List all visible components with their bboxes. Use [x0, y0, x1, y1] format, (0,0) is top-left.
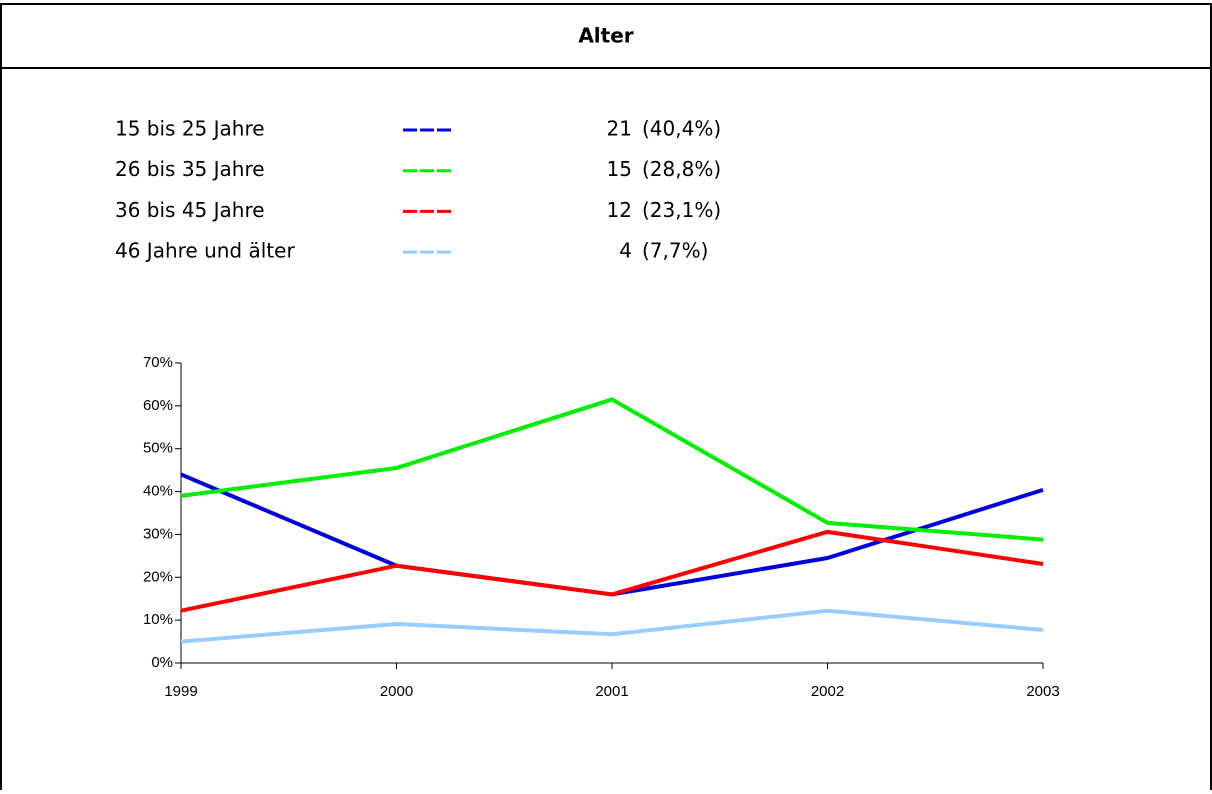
- chart-title: Alter: [578, 24, 633, 48]
- legend-share: (7,7%): [642, 239, 708, 263]
- y-tick-label: 70%: [143, 354, 173, 371]
- legend-share: (28,8%): [642, 157, 721, 181]
- frame: [0, 3, 1212, 794]
- legend-label: 46 Jahre und älter: [115, 239, 295, 263]
- legend-share: (40,4%): [642, 117, 721, 141]
- y-tick-label: 30%: [143, 525, 173, 542]
- y-tick-label: 40%: [143, 483, 173, 500]
- y-tick-label: 0%: [151, 654, 173, 671]
- data-line: [180, 529, 1044, 613]
- x-tick-label: 2000: [380, 683, 413, 700]
- legend-label: 15 bis 25 Jahre: [115, 117, 265, 141]
- x-tick-label: 2001: [595, 683, 628, 700]
- legend-count: 12: [607, 198, 632, 222]
- legend-label: 36 bis 45 Jahre: [115, 198, 265, 222]
- x-tick-label: 1999: [164, 683, 197, 700]
- legend-count: 21: [607, 117, 632, 141]
- y-tick-label: 10%: [143, 611, 173, 628]
- y-tick-label: 60%: [143, 397, 173, 414]
- x-tick-label: 2003: [1026, 683, 1059, 700]
- y-tick-label: 50%: [143, 440, 173, 457]
- y-tick-label: 20%: [143, 568, 173, 585]
- legend-count: 15: [607, 157, 632, 181]
- legend-label: 26 bis 35 Jahre: [115, 157, 265, 181]
- x-tick-label: 2002: [811, 683, 844, 700]
- data-line: [180, 472, 1044, 597]
- legend-share: (23,1%): [642, 198, 721, 222]
- data-line: [180, 397, 1044, 542]
- data-line: [180, 608, 1044, 644]
- legend-count: 4: [619, 239, 632, 263]
